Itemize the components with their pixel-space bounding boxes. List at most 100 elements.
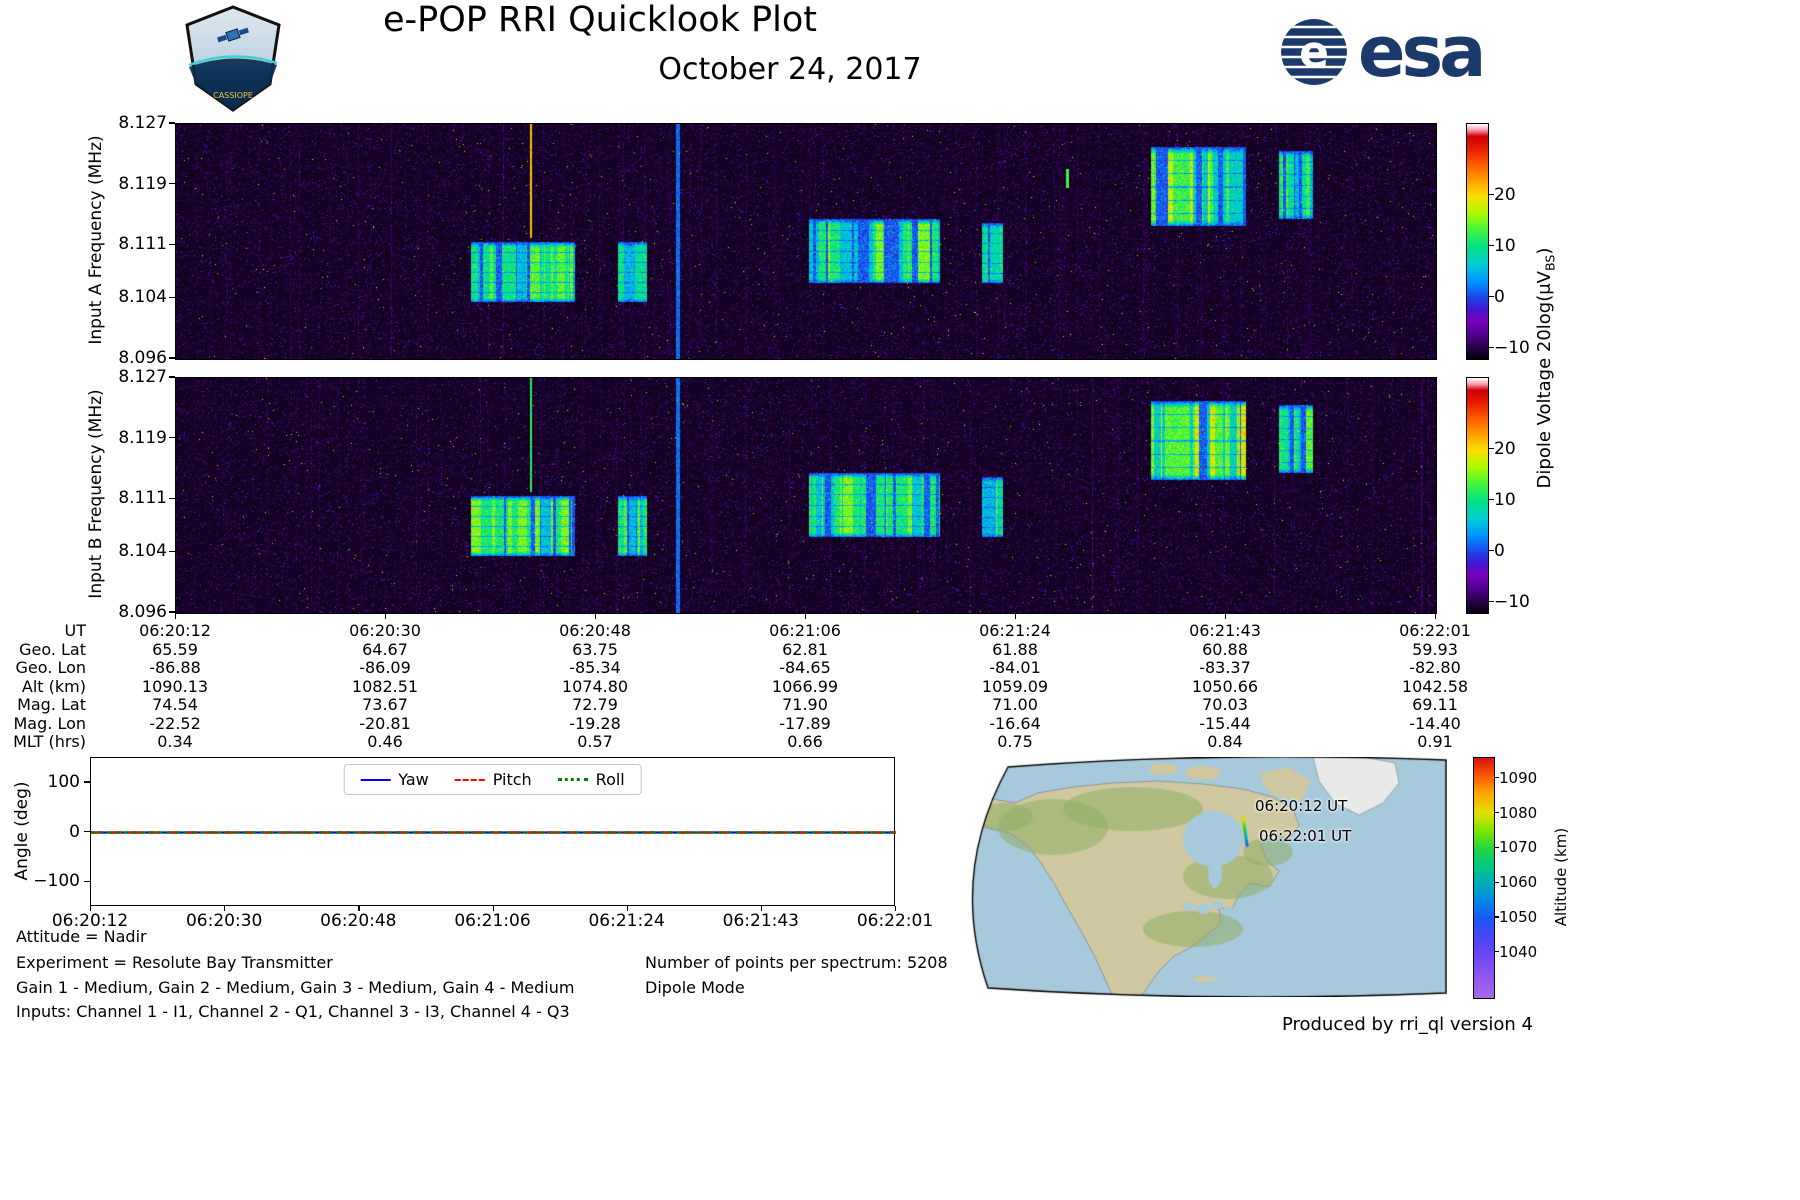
ephemeris-value: 1059.09: [981, 676, 1049, 696]
altitude-tick-label: 1050: [1499, 908, 1538, 926]
ephemeris-value: -19.28: [569, 713, 621, 733]
angle-tick-label: −100: [33, 871, 80, 892]
annotation-inputs: Inputs: Channel 1 - I1, Channel 2 - Q1, …: [16, 1002, 570, 1021]
freq-tick-mark: [169, 296, 175, 299]
dipole-colorbar-tick-label: 20: [1494, 184, 1516, 205]
annotation-gains: Gain 1 - Medium, Gain 2 - Medium, Gain 3…: [16, 978, 575, 997]
ephemeris-row-label: Alt (km): [21, 676, 86, 696]
ephemeris-value: 64.67: [362, 639, 408, 659]
patch-earth-limb: [188, 55, 278, 67]
time-tick-label: 06:22:01: [856, 911, 934, 931]
altitude-tick-label: 1060: [1499, 873, 1538, 892]
satellite-icon: [217, 27, 249, 43]
spectrogram-panel-b: [175, 377, 1437, 614]
attitude-legend: Yaw Pitch Roll: [343, 764, 642, 795]
colorbar-label-main: Dipole Voltage 20log(μV: [1534, 271, 1555, 489]
ephemeris-value: 61.88: [992, 639, 1038, 659]
angle-tick-label: 100: [47, 771, 80, 792]
ephemeris-value: 60.88: [1202, 639, 1248, 659]
dipole-colorbar-label: Dipole Voltage 20log(μVBS): [1534, 148, 1558, 588]
dipole-colorbar-tick-label: −10: [1494, 591, 1530, 612]
angle-tick-label: 0: [69, 821, 80, 842]
freq-tick-label: 8.119: [118, 173, 167, 194]
time-tick-mark: [492, 906, 494, 911]
time-tick-label: 06:21:06: [454, 911, 531, 931]
ephemeris-value: -14.40: [1409, 713, 1461, 733]
altitude-tick-mark: [1494, 812, 1499, 814]
dipole-colorbar-tick-label: 10: [1494, 489, 1516, 510]
esa-emblem-letter: e: [1299, 27, 1329, 78]
patch-earth: [189, 58, 277, 110]
spectrogram-time-tick-mark: [595, 614, 597, 619]
colorbar-label-close: ): [1534, 247, 1555, 255]
spectrogram-time-tick-mark: [1435, 614, 1437, 619]
ephemeris-value: 1050.66: [1191, 676, 1259, 696]
ephemeris-value: 0.75: [997, 732, 1033, 751]
ephemeris-row-label: Mag. Lat: [17, 695, 86, 714]
spectrogram-time-tick-mark: [1015, 614, 1017, 619]
ephemeris-value: -15.44: [1199, 713, 1251, 733]
ephemeris-value: -16.64: [989, 713, 1041, 733]
ephemeris-value: 1066.99: [771, 676, 839, 696]
annotation-experiment: Experiment = Resolute Bay Transmitter: [16, 953, 333, 972]
ephemeris-value: 59.93: [1412, 639, 1458, 659]
credit-text: Produced by rri_ql version 4: [1281, 1014, 1533, 1035]
time-tick-label: 06:21:24: [588, 911, 665, 931]
ephemeris-value: 06:20:12: [139, 621, 211, 640]
dipole-colorbar-tick-mark: [1489, 601, 1494, 603]
dipole-colorbar-tick-label: 10: [1494, 235, 1516, 256]
ephemeris-value: 06:20:48: [559, 621, 631, 640]
ground-track-map: 06:20:12 UT 06:22:01 UT: [963, 757, 1447, 997]
time-tick-mark: [224, 906, 226, 911]
time-tick-mark: [760, 906, 763, 911]
freq-tick-label: 8.104: [118, 541, 167, 562]
attitude-plot: Yaw Pitch Roll: [89, 757, 898, 906]
ephemeris-row-label: Geo. Lon: [15, 658, 86, 677]
dipole-colorbar-tick-label: 0: [1494, 540, 1505, 561]
ephemeris-value: -84.65: [779, 658, 831, 677]
legend-line-sample-pitch: [454, 778, 485, 781]
annotation-attitude: Attitude = Nadir: [16, 927, 147, 946]
legend-label: Pitch: [492, 770, 532, 789]
time-tick-mark: [358, 906, 360, 911]
ephemeris-value: -85.34: [569, 658, 621, 677]
ephemeris-value: 70.03: [1202, 695, 1248, 714]
track-end-label: 06:22:01 UT: [1259, 827, 1352, 845]
altitude-colorbar: [1473, 757, 1495, 999]
attitude-lines: [89, 831, 898, 834]
freq-tick-label: 8.127: [118, 367, 167, 387]
map-canvas: [963, 757, 1447, 997]
ephemeris-value: -20.81: [359, 713, 411, 733]
dipole-colorbar-tick-mark: [1489, 193, 1494, 196]
time-tick-label: 06:20:12: [51, 911, 129, 931]
time-tick-label: 06:21:43: [722, 911, 799, 931]
ephemeris-value: 1074.80: [561, 676, 629, 696]
freq-tick-label: 8.111: [118, 234, 167, 255]
freq-tick-mark: [169, 550, 175, 553]
freq-tick-mark: [169, 437, 175, 439]
ephemeris-value: 06:21:43: [1189, 621, 1261, 640]
esa-wordmark: esa: [1358, 11, 1486, 93]
altitude-tick-label: 1040: [1499, 942, 1538, 961]
altitude-tick-mark: [1494, 951, 1499, 953]
dipole-colorbar-b-canvas: [1467, 378, 1488, 613]
spectrogram-time-tick-mark: [1225, 614, 1227, 619]
dipole-colorbar-a-canvas: [1467, 124, 1488, 359]
ephemeris-value: 06:22:01: [1399, 621, 1471, 640]
legend-label: Roll: [595, 770, 625, 789]
altitude-colorbar-label: Altitude (km): [1552, 827, 1570, 927]
dipole-colorbar-tick-mark: [1489, 499, 1494, 501]
ephemeris-value: -22.52: [149, 713, 201, 733]
time-tick-mark: [90, 906, 92, 911]
freq-tick-label: 8.111: [118, 488, 167, 509]
altitude-tick-mark: [1494, 846, 1499, 849]
spectrogram-panel-a: [175, 123, 1437, 360]
time-tick-mark: [626, 906, 628, 911]
colorbar-label-sub: BS: [1542, 254, 1558, 271]
time-tick-mark: [895, 906, 897, 911]
page-title: e-POP RRI Quicklook Plot: [382, 0, 817, 40]
altitude-colorbar-canvas: [1474, 758, 1494, 998]
angle-tick-mark: [84, 880, 90, 882]
ephemeris-value: 0.91: [1417, 732, 1453, 751]
legend-entry: Pitch: [454, 770, 532, 789]
